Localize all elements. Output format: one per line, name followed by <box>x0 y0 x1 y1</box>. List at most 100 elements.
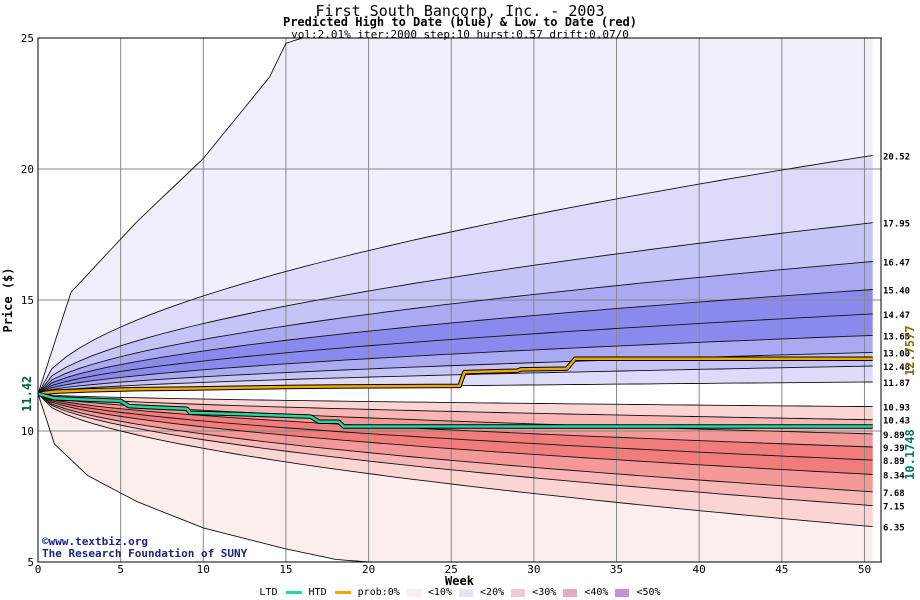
ltd-line <box>37 392 873 428</box>
quantile-line-14.47 <box>37 313 873 395</box>
band-upper-5 <box>38 335 873 394</box>
band-lower-7 <box>38 393 873 527</box>
quantile-line-10.43 <box>37 393 873 421</box>
legend: LTD HTD prob:0% <10% <20% <30% <40% <50% <box>0 587 920 599</box>
band-lower-0 <box>38 393 873 420</box>
legend-htd-swatch <box>334 591 351 594</box>
x-tick-45: 45 <box>775 563 788 576</box>
credit-org: The Research Foundation of SUNY <box>42 547 248 560</box>
band-upper-2 <box>38 261 873 394</box>
quantile-line-20.52 <box>37 154 873 395</box>
quantile-label-13.00: 13.00 <box>883 349 910 359</box>
legend-50-label: <50% <box>636 587 661 598</box>
x-tick-15: 15 <box>279 563 292 576</box>
legend-20-label: <20% <box>480 587 505 598</box>
quantile-label-16.47: 16.47 <box>883 258 910 268</box>
y-tick-10: 10 <box>21 425 34 438</box>
quantile-curves <box>37 37 873 563</box>
band-upper-0 <box>38 155 873 394</box>
quantile-label-20.52: 20.52 <box>883 152 910 162</box>
legend-htd-label: HTD <box>308 587 327 598</box>
quantile-label-7.68: 7.68 <box>883 489 905 499</box>
start-price-label: 11.42 <box>20 376 34 412</box>
quantile-line-13.00 <box>37 351 873 395</box>
quantile-line-15.40 <box>37 289 873 395</box>
legend-20-swatch <box>511 588 526 597</box>
x-tick-50: 50 <box>858 563 871 576</box>
band-lower-2 <box>38 393 873 447</box>
htd-line <box>37 357 873 396</box>
envelope-upper <box>37 37 303 394</box>
quantile-label-6.35: 6.35 <box>883 524 905 534</box>
legend-10-label: <10% <box>427 587 452 598</box>
quantile-label-7.15: 7.15 <box>883 503 905 513</box>
band-upper-6 <box>38 352 873 394</box>
envelope-lower <box>37 393 369 563</box>
x-tick-0: 0 <box>35 563 42 576</box>
chart-subtitle: Predicted High to Date (blue) & Low to D… <box>282 15 637 29</box>
quantile-line-8.89 <box>37 393 873 461</box>
y-tick-15: 15 <box>21 294 34 307</box>
quantile-line-7.15 <box>37 393 873 507</box>
band-lower-outer <box>38 393 873 562</box>
quantile-label-10.93: 10.93 <box>883 404 910 414</box>
quantile-label-9.39: 9.39 <box>883 444 905 454</box>
quantile-line-17.95 <box>37 222 873 395</box>
legend-ltd-swatch <box>285 591 302 594</box>
band-lower-5 <box>38 393 873 492</box>
y-tick-20: 20 <box>21 163 34 176</box>
legend-10-swatch <box>459 588 473 597</box>
plot-frame <box>37 37 882 563</box>
quantile-label-9.89: 9.89 <box>883 431 905 441</box>
quantile-label-14.47: 14.47 <box>883 311 910 321</box>
y-axis-label: Price ($) <box>1 267 15 332</box>
band-lower-3 <box>38 393 873 461</box>
x-tick-30: 30 <box>527 563 540 576</box>
quantile-line-9.39 <box>37 393 873 448</box>
quantile-line-8.34 <box>37 393 873 475</box>
quantile-label-12.48: 12.48 <box>883 363 910 373</box>
legend-30-swatch <box>563 588 578 597</box>
quantile-label-8.89: 8.89 <box>883 457 905 467</box>
band-lower-4 <box>38 393 873 475</box>
quantile-label-8.34: 8.34 <box>883 471 905 481</box>
band-center <box>38 382 873 407</box>
band-upper-outer <box>38 38 873 394</box>
chart-params: vol:2.01% iter:2000 step:10 hurst:0.57 d… <box>291 28 629 41</box>
band-upper-1 <box>38 222 873 394</box>
quantile-label-17.95: 17.95 <box>883 220 910 230</box>
x-tick-20: 20 <box>362 563 375 576</box>
credit-site: ©www.textbiz.org <box>42 535 148 548</box>
legend-40-label: <40% <box>584 587 609 598</box>
legend-30-label: <30% <box>532 587 557 598</box>
legend-0-swatch <box>406 588 421 597</box>
band-lower-1 <box>38 393 873 434</box>
y-tick-5: 5 <box>27 556 34 569</box>
quantile-label-13.65: 13.65 <box>883 332 910 342</box>
legend-40-swatch <box>615 588 630 597</box>
axes <box>37 37 882 563</box>
quantile-line-12.48 <box>37 365 873 395</box>
quantile-line-16.47 <box>37 261 873 395</box>
current-low-label: 10.1748 <box>903 429 917 480</box>
x-tick-40: 40 <box>693 563 706 576</box>
quantile-line-7.68 <box>37 393 873 493</box>
quantile-label-15.40: 15.40 <box>883 287 910 297</box>
quantile-line-13.65 <box>37 334 873 395</box>
band-upper-3 <box>38 289 873 394</box>
quantile-label-10.43: 10.43 <box>883 417 910 427</box>
chart-title: First South Bancorp, Inc. - 2003 <box>315 2 605 20</box>
current-high-label: 12.7577 <box>903 325 917 376</box>
price-series <box>37 356 873 429</box>
x-tick-5: 5 <box>117 563 124 576</box>
legend-prob-label: prob:0% <box>357 587 400 598</box>
quantile-line-6.35 <box>37 393 873 528</box>
quantile-line-10.93 <box>37 393 873 408</box>
legend-ltd-label: LTD <box>259 587 278 598</box>
x-axis-label: Week <box>445 574 475 588</box>
x-tick-35: 35 <box>610 563 623 576</box>
quantile-label-11.87: 11.87 <box>883 379 910 389</box>
x-tick-25: 25 <box>445 563 458 576</box>
